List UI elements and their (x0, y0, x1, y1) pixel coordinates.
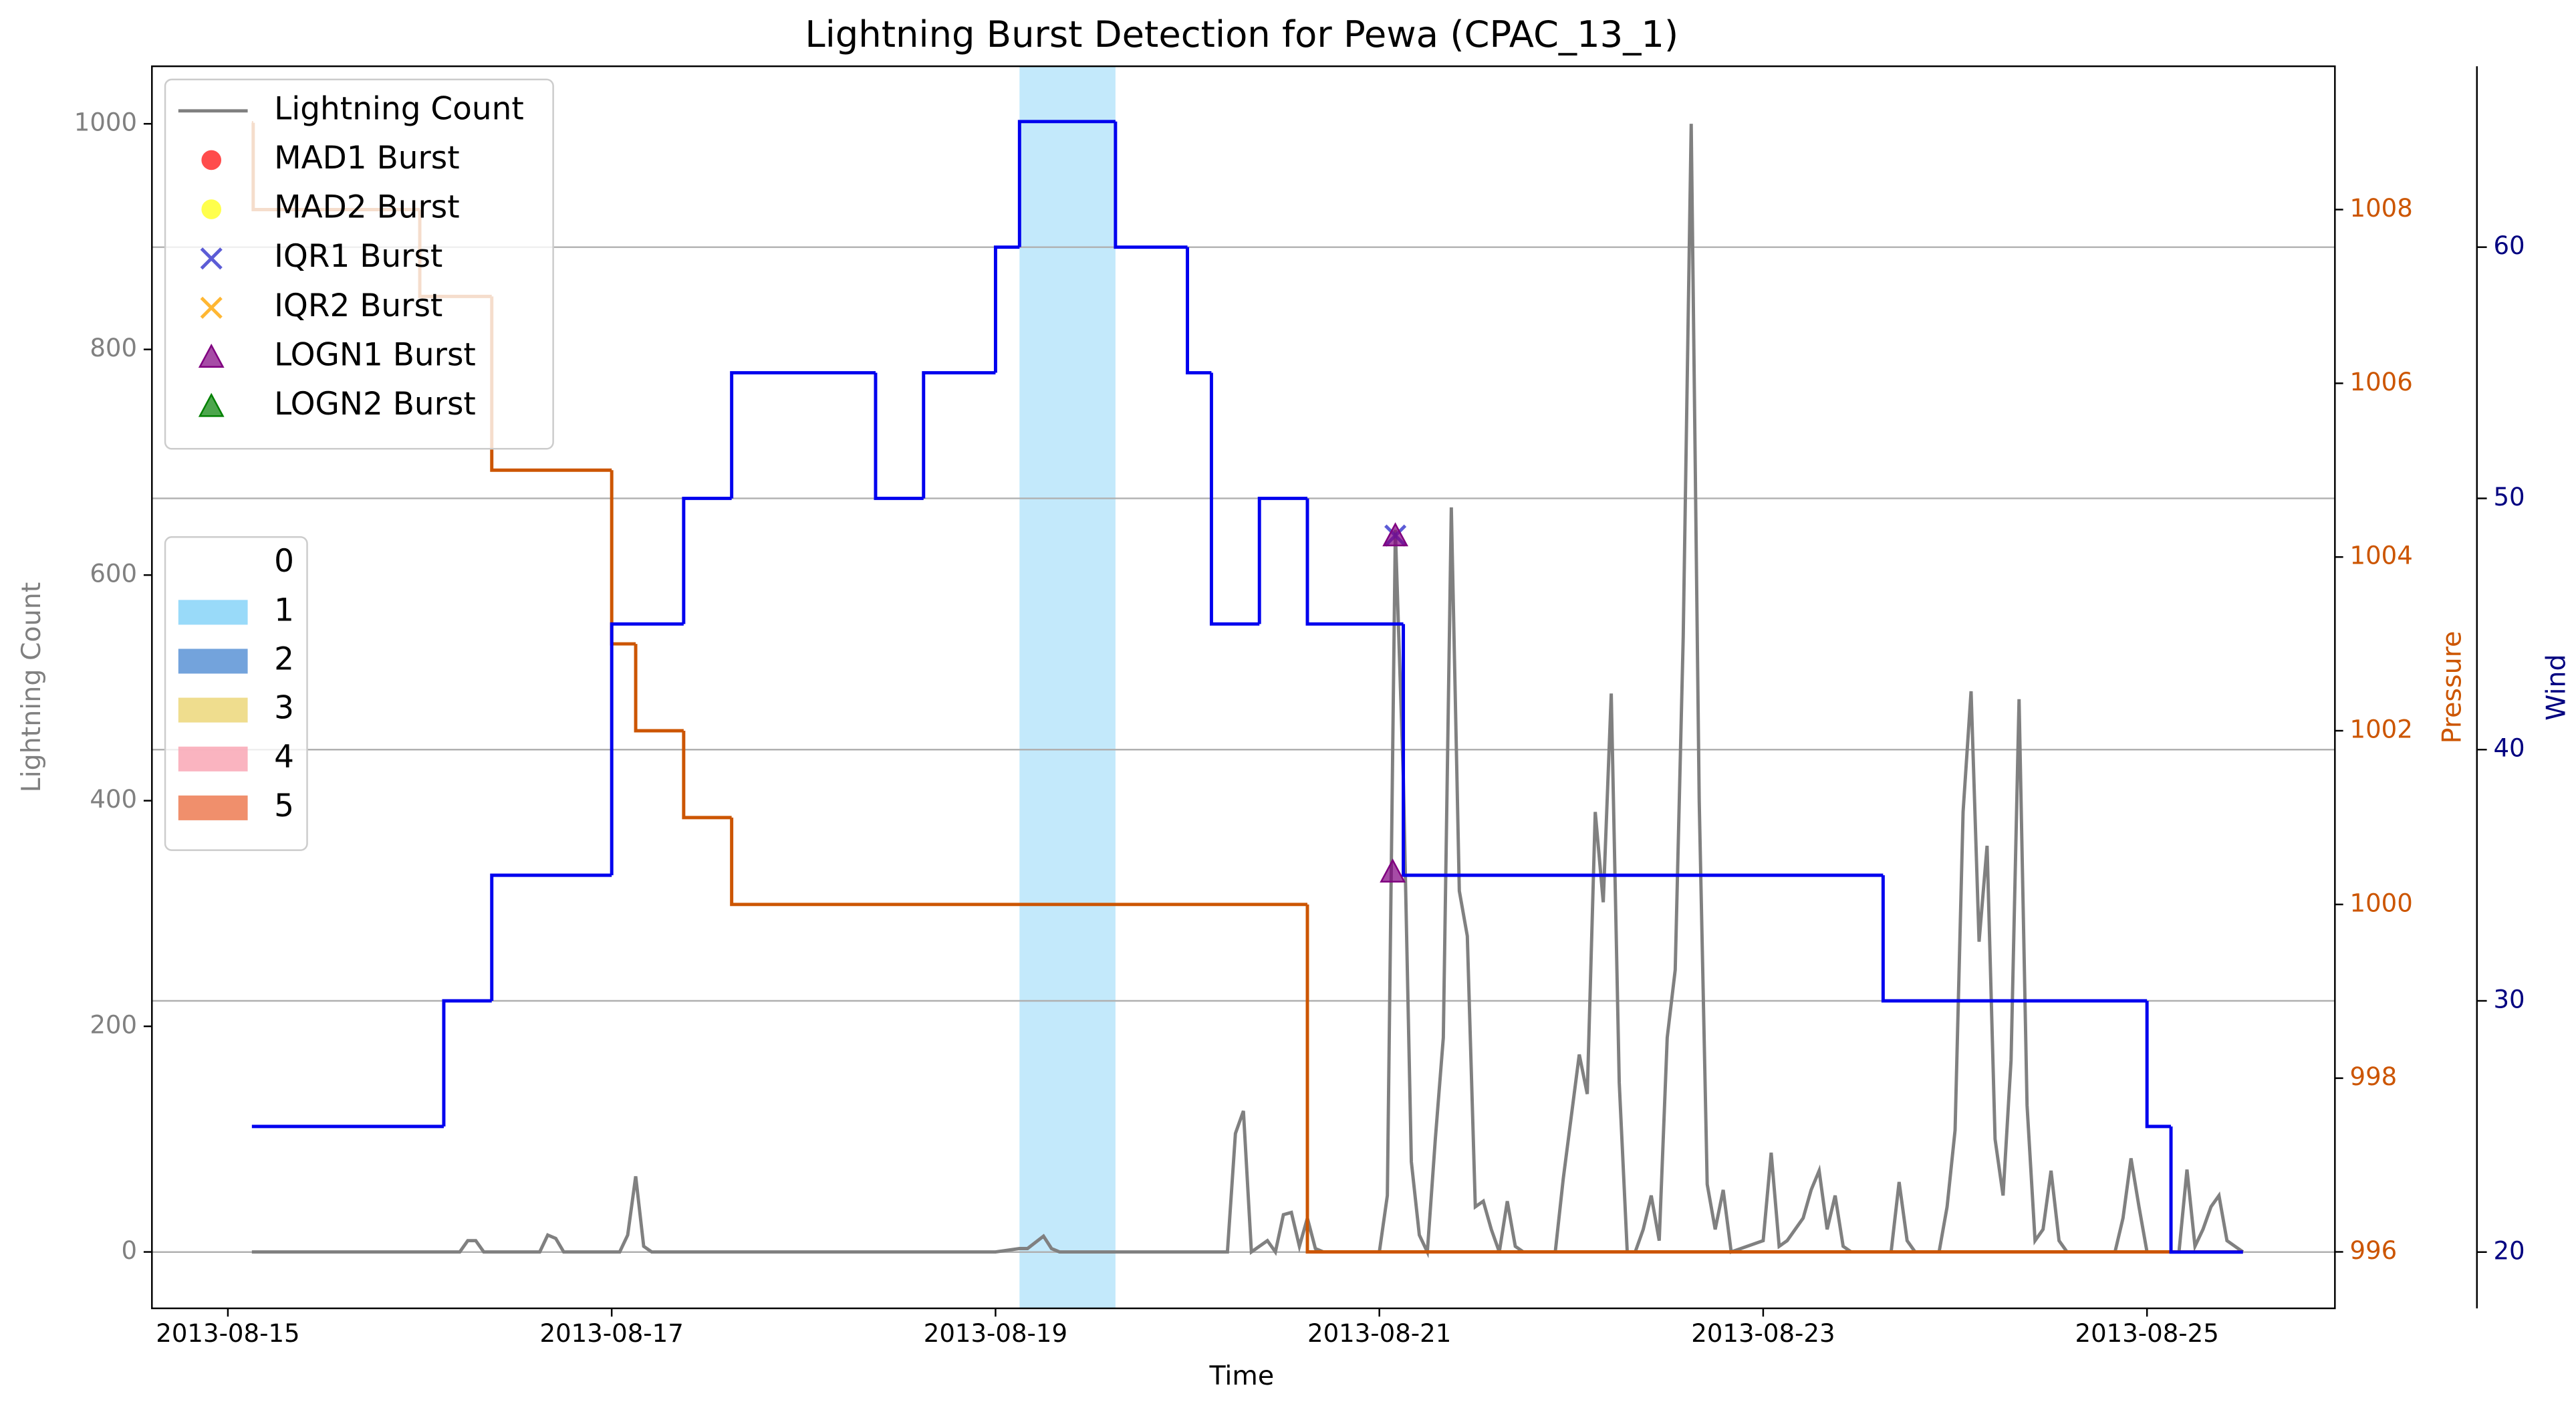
y3-tick-label: 20 (2493, 1236, 2525, 1265)
legend-box (164, 78, 554, 450)
y2-tick-label: 1000 (2350, 889, 2413, 917)
legend-patch (178, 600, 248, 625)
legends: Lightning Count MAD1 Burst MAD2 Burst IQR1 … (164, 78, 554, 851)
y3-step (442, 999, 492, 1127)
legend-patch (178, 697, 248, 723)
marker (200, 296, 223, 319)
legend-label: 5 (274, 788, 294, 824)
y3-axis-label: Wind (2541, 654, 2571, 720)
y2-step (730, 817, 1308, 907)
legend-label: MAD1 Burst (274, 140, 460, 177)
y-tick-label: 0 (121, 1236, 137, 1265)
y-axis-label: Lightning Count (16, 582, 47, 793)
y3-step (993, 245, 1020, 373)
y3-step (1017, 120, 1116, 247)
y2-tick-label: 1008 (2350, 194, 2413, 223)
y2-tick-label: 1002 (2350, 715, 2413, 743)
legend-label: IQR1 Burst (274, 238, 442, 275)
y2-step (1305, 904, 2243, 1254)
legend-label: 1 (274, 592, 294, 628)
y-tick-label: 200 (90, 1011, 137, 1040)
legend-patch (178, 649, 248, 674)
y3-tick-label: 60 (2493, 231, 2525, 260)
y3-step (922, 371, 996, 499)
y2-step (682, 730, 732, 820)
y2-axis-label: Pressure (2437, 631, 2468, 744)
y3-step (2169, 1126, 2243, 1254)
x-tick-label: 2013-08-25 (2075, 1319, 2219, 1348)
y3-step (2145, 1000, 2172, 1129)
marker (1382, 522, 1408, 547)
legend-label: 0 (274, 543, 294, 580)
legend-label: Lightning Count (274, 90, 524, 127)
legend-label: 2 (274, 640, 294, 677)
y3-tick-label: 30 (2493, 985, 2525, 1014)
y3-step (490, 873, 612, 1001)
y2-tick-label: 996 (2350, 1236, 2398, 1265)
x-tick-label: 2013-08-19 (924, 1319, 1067, 1348)
marker (198, 344, 225, 368)
y-tick-label: 1000 (74, 108, 137, 137)
y3-tick-label: 50 (2493, 483, 2525, 511)
y3-step (1114, 121, 1188, 249)
y3-step (730, 371, 876, 499)
legend-label: 3 (274, 690, 294, 727)
legend-patch (178, 795, 248, 820)
x-tick-label: 2013-08-15 (156, 1319, 299, 1348)
y-tick-label: 400 (90, 785, 137, 814)
y3-step (1402, 624, 1884, 877)
legend-label: 4 (274, 739, 294, 776)
marker (201, 199, 222, 219)
y3-tick-label: 40 (2493, 734, 2525, 763)
y3-step (610, 622, 684, 876)
y3-step (874, 372, 924, 500)
legend-patch (178, 746, 248, 772)
y2-tick-label: 1004 (2350, 542, 2413, 570)
shaded-span (1019, 66, 1116, 1308)
y3-step (1209, 372, 1260, 626)
chart-title: Lightning Burst Detection for Pewa (CPAC… (805, 13, 1678, 55)
y3-step (1186, 247, 1212, 375)
x-tick-label: 2013-08-23 (1691, 1319, 1835, 1348)
x-axis-label: Time (1208, 1361, 1274, 1391)
y3-step (1305, 498, 1404, 626)
y2-tick-label: 1006 (2350, 368, 2413, 396)
legend-patch (178, 551, 248, 576)
legend-label: LOGN2 Burst (274, 386, 476, 423)
y2-step (634, 644, 684, 733)
x-tick-label: 2013-08-21 (1307, 1319, 1451, 1348)
y-tick-label: 800 (90, 334, 137, 362)
marker (1380, 858, 1406, 883)
y2-tick-label: 998 (2350, 1062, 2398, 1091)
legend-label: MAD2 Burst (274, 189, 460, 226)
plot-frame (151, 65, 2336, 1310)
legend-label: LOGN1 Burst (274, 336, 476, 373)
marker (200, 247, 223, 270)
y3-step (1257, 496, 1308, 624)
y3-step (682, 496, 732, 624)
marker (201, 150, 222, 170)
legend-label: IQR2 Burst (274, 287, 442, 324)
marker (198, 392, 225, 417)
y-tick-label: 600 (90, 560, 137, 588)
y3-step (1881, 875, 2148, 1003)
x-tick-label: 2013-08-17 (540, 1319, 684, 1348)
